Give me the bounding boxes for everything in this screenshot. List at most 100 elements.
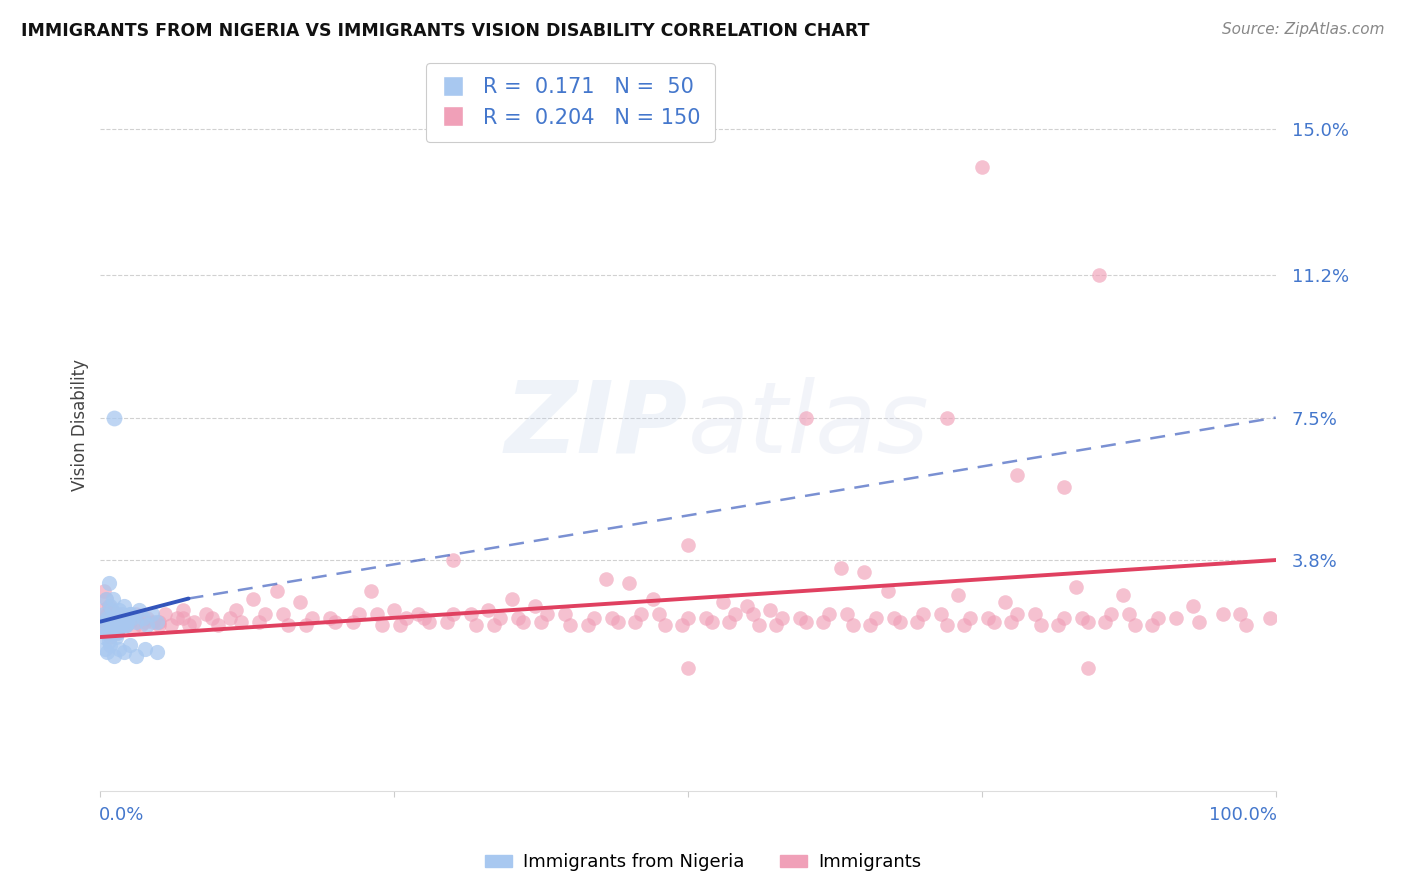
Point [101, 623, 124, 637]
Text: 100.0%: 100.0% [1209, 806, 1277, 824]
Point [103, 618, 125, 632]
Point [225, 603, 247, 617]
Point [94, 623, 117, 637]
Point [94, 615, 117, 629]
Point [395, 611, 418, 625]
Point [325, 615, 347, 629]
Point [98, 638, 121, 652]
Point [1123, 618, 1146, 632]
Point [948, 588, 970, 602]
Point [134, 641, 156, 656]
Point [524, 599, 547, 614]
Point [104, 630, 127, 644]
Point [935, 410, 957, 425]
Point [1064, 580, 1087, 594]
Point [1258, 611, 1281, 625]
Point [482, 618, 505, 632]
Point [97, 633, 120, 648]
Point [630, 607, 652, 621]
Point [277, 618, 299, 632]
Point [104, 611, 127, 625]
Point [183, 615, 205, 629]
Point [115, 618, 138, 632]
Point [136, 618, 159, 632]
Point [560, 618, 582, 632]
Point [700, 615, 723, 629]
Point [124, 607, 146, 621]
Point [1212, 607, 1234, 621]
Point [98, 599, 121, 614]
Point [148, 618, 170, 632]
Point [111, 615, 134, 629]
Point [94, 641, 117, 656]
Point [1118, 607, 1140, 621]
Point [93, 583, 115, 598]
Point [103, 615, 125, 629]
Point [91, 618, 114, 632]
Point [711, 595, 734, 609]
Point [100, 615, 122, 629]
Point [835, 607, 858, 621]
Point [101, 603, 124, 617]
Point [105, 626, 128, 640]
Point [977, 611, 1000, 625]
Point [98, 618, 121, 632]
Point [112, 618, 135, 632]
Legend: Immigrants from Nigeria, Immigrants: Immigrants from Nigeria, Immigrants [478, 847, 928, 879]
Point [94, 615, 117, 629]
Point [103, 649, 125, 664]
Point [266, 583, 288, 598]
Point [131, 618, 153, 632]
Point [841, 618, 863, 632]
Point [112, 611, 135, 625]
Point [501, 591, 523, 606]
Point [912, 607, 935, 621]
Text: Source: ZipAtlas.com: Source: ZipAtlas.com [1222, 22, 1385, 37]
Point [647, 607, 669, 621]
Point [770, 611, 793, 625]
Point [108, 603, 131, 617]
Point [98, 630, 121, 644]
Point [128, 603, 150, 617]
Point [1077, 615, 1099, 629]
Point [100, 626, 122, 640]
Text: IMMIGRANTS FROM NIGERIA VS IMMIGRANTS VISION DISABILITY CORRELATION CHART: IMMIGRANTS FROM NIGERIA VS IMMIGRANTS VI… [21, 22, 869, 40]
Point [122, 623, 145, 637]
Point [288, 595, 311, 609]
Point [271, 607, 294, 621]
Point [114, 611, 136, 625]
Point [1234, 618, 1257, 632]
Point [1005, 468, 1028, 483]
Point [96, 591, 118, 606]
Point [301, 611, 323, 625]
Point [136, 611, 159, 625]
Point [554, 607, 576, 621]
Point [671, 618, 693, 632]
Point [360, 583, 382, 598]
Point [1053, 480, 1076, 494]
Point [371, 618, 394, 632]
Legend: R =  0.171   N =  50, R =  0.204   N = 150: R = 0.171 N = 50, R = 0.204 N = 150 [426, 62, 714, 143]
Point [195, 607, 218, 621]
Point [207, 618, 229, 632]
Point [418, 615, 440, 629]
Point [1182, 599, 1205, 614]
Point [107, 623, 129, 637]
Point [929, 607, 952, 621]
Point [695, 611, 717, 625]
Point [794, 410, 817, 425]
Point [676, 611, 699, 625]
Point [118, 638, 141, 652]
Point [865, 611, 887, 625]
Point [96, 611, 118, 625]
Point [295, 618, 318, 632]
Point [231, 615, 253, 629]
Point [148, 615, 170, 629]
Point [600, 611, 623, 625]
Point [318, 611, 340, 625]
Point [794, 615, 817, 629]
Point [741, 607, 763, 621]
Point [121, 611, 143, 625]
Point [595, 572, 617, 586]
Point [201, 611, 224, 625]
